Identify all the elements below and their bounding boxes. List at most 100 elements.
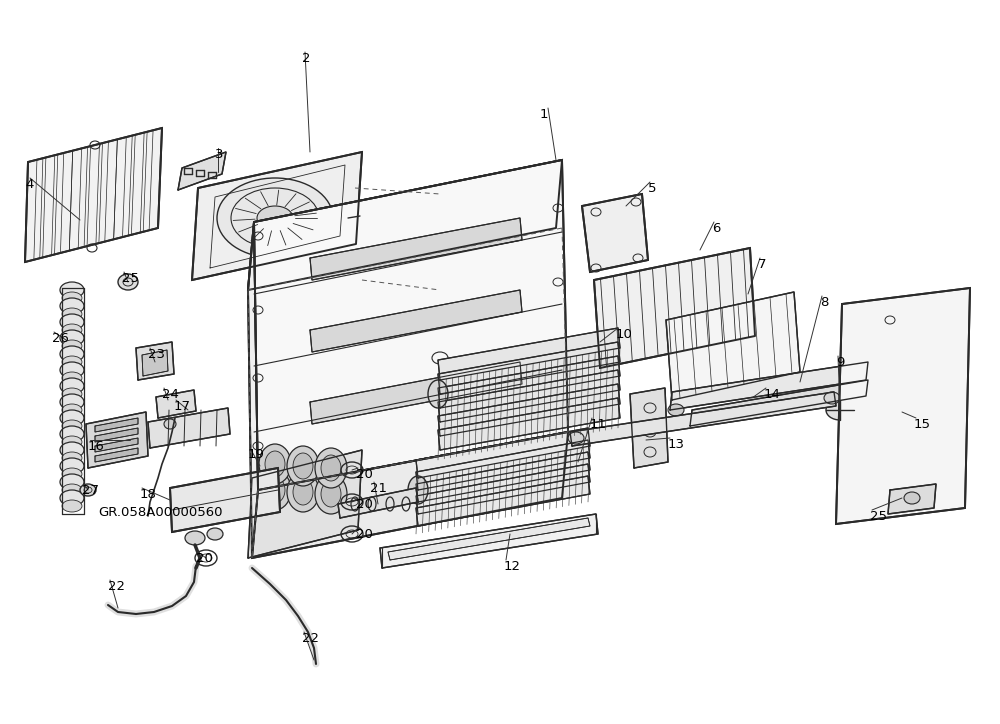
Ellipse shape xyxy=(62,452,82,464)
Text: 1: 1 xyxy=(540,108,548,121)
Polygon shape xyxy=(86,412,148,468)
Ellipse shape xyxy=(265,451,285,477)
Polygon shape xyxy=(25,128,162,262)
Text: 18: 18 xyxy=(140,488,157,501)
Ellipse shape xyxy=(265,477,285,503)
Polygon shape xyxy=(142,350,168,376)
Polygon shape xyxy=(148,408,230,448)
Text: 25: 25 xyxy=(122,272,139,285)
Ellipse shape xyxy=(408,476,428,504)
Text: 4: 4 xyxy=(25,178,33,191)
Text: 2: 2 xyxy=(302,52,310,65)
Polygon shape xyxy=(438,328,620,380)
Polygon shape xyxy=(594,248,755,368)
Ellipse shape xyxy=(62,308,82,320)
Polygon shape xyxy=(438,384,620,436)
Polygon shape xyxy=(156,390,196,418)
Text: 23: 23 xyxy=(148,348,165,361)
Text: 24: 24 xyxy=(162,388,179,401)
Ellipse shape xyxy=(62,484,82,496)
Polygon shape xyxy=(416,428,590,478)
Text: 3: 3 xyxy=(215,148,224,161)
Ellipse shape xyxy=(60,394,84,410)
Text: 26: 26 xyxy=(52,332,69,345)
Polygon shape xyxy=(252,432,568,558)
Ellipse shape xyxy=(287,446,319,486)
Polygon shape xyxy=(248,222,258,558)
Text: 27: 27 xyxy=(82,484,99,497)
Ellipse shape xyxy=(60,490,84,506)
Text: 15: 15 xyxy=(914,418,931,431)
Polygon shape xyxy=(248,160,562,290)
Polygon shape xyxy=(690,380,868,426)
Ellipse shape xyxy=(62,500,82,512)
Polygon shape xyxy=(310,218,522,280)
Polygon shape xyxy=(416,476,590,526)
Polygon shape xyxy=(136,342,174,380)
Ellipse shape xyxy=(60,346,84,362)
Polygon shape xyxy=(192,152,362,280)
Polygon shape xyxy=(95,438,138,452)
Text: 11: 11 xyxy=(590,418,607,431)
Text: 22: 22 xyxy=(108,580,125,593)
Polygon shape xyxy=(310,362,522,424)
Ellipse shape xyxy=(60,458,84,474)
Ellipse shape xyxy=(904,492,920,504)
Ellipse shape xyxy=(62,468,82,480)
Ellipse shape xyxy=(185,531,205,545)
Polygon shape xyxy=(888,484,936,514)
Polygon shape xyxy=(438,356,620,408)
Text: 6: 6 xyxy=(712,222,720,235)
Text: 20: 20 xyxy=(356,468,373,481)
Ellipse shape xyxy=(62,340,82,352)
Text: 10: 10 xyxy=(616,328,633,341)
Ellipse shape xyxy=(60,378,84,394)
Ellipse shape xyxy=(62,420,82,432)
Ellipse shape xyxy=(62,356,82,368)
Text: 14: 14 xyxy=(764,388,781,401)
Text: 20: 20 xyxy=(356,498,373,511)
Ellipse shape xyxy=(60,330,84,346)
Ellipse shape xyxy=(60,282,84,298)
Polygon shape xyxy=(388,518,590,560)
Text: 22: 22 xyxy=(302,632,319,645)
Text: 20: 20 xyxy=(196,552,213,565)
Ellipse shape xyxy=(60,426,84,442)
Text: 5: 5 xyxy=(648,182,656,195)
Ellipse shape xyxy=(315,448,347,488)
Ellipse shape xyxy=(826,400,854,420)
Text: GR.058A00000560: GR.058A00000560 xyxy=(98,506,222,519)
Ellipse shape xyxy=(62,388,82,400)
Ellipse shape xyxy=(287,472,319,512)
Ellipse shape xyxy=(62,436,82,448)
Text: 19: 19 xyxy=(248,448,265,461)
Polygon shape xyxy=(254,160,568,490)
Ellipse shape xyxy=(321,481,341,507)
Ellipse shape xyxy=(207,528,223,540)
Ellipse shape xyxy=(60,298,84,314)
Ellipse shape xyxy=(293,453,313,479)
Ellipse shape xyxy=(668,404,684,416)
Polygon shape xyxy=(630,388,668,468)
Ellipse shape xyxy=(824,392,840,404)
Ellipse shape xyxy=(60,362,84,378)
Text: 17: 17 xyxy=(174,400,191,413)
Ellipse shape xyxy=(60,314,84,330)
Ellipse shape xyxy=(62,324,82,336)
Text: 25: 25 xyxy=(870,510,887,523)
Polygon shape xyxy=(95,418,138,432)
Polygon shape xyxy=(438,370,620,422)
Polygon shape xyxy=(95,448,138,462)
Text: 9: 9 xyxy=(836,356,844,369)
Ellipse shape xyxy=(321,455,341,481)
Ellipse shape xyxy=(568,432,584,444)
Polygon shape xyxy=(836,288,970,524)
Polygon shape xyxy=(416,464,590,514)
Text: 12: 12 xyxy=(504,560,521,573)
Ellipse shape xyxy=(62,372,82,384)
Ellipse shape xyxy=(315,474,347,514)
Ellipse shape xyxy=(164,419,176,429)
Polygon shape xyxy=(666,292,800,400)
Ellipse shape xyxy=(259,444,291,484)
Polygon shape xyxy=(416,452,590,502)
